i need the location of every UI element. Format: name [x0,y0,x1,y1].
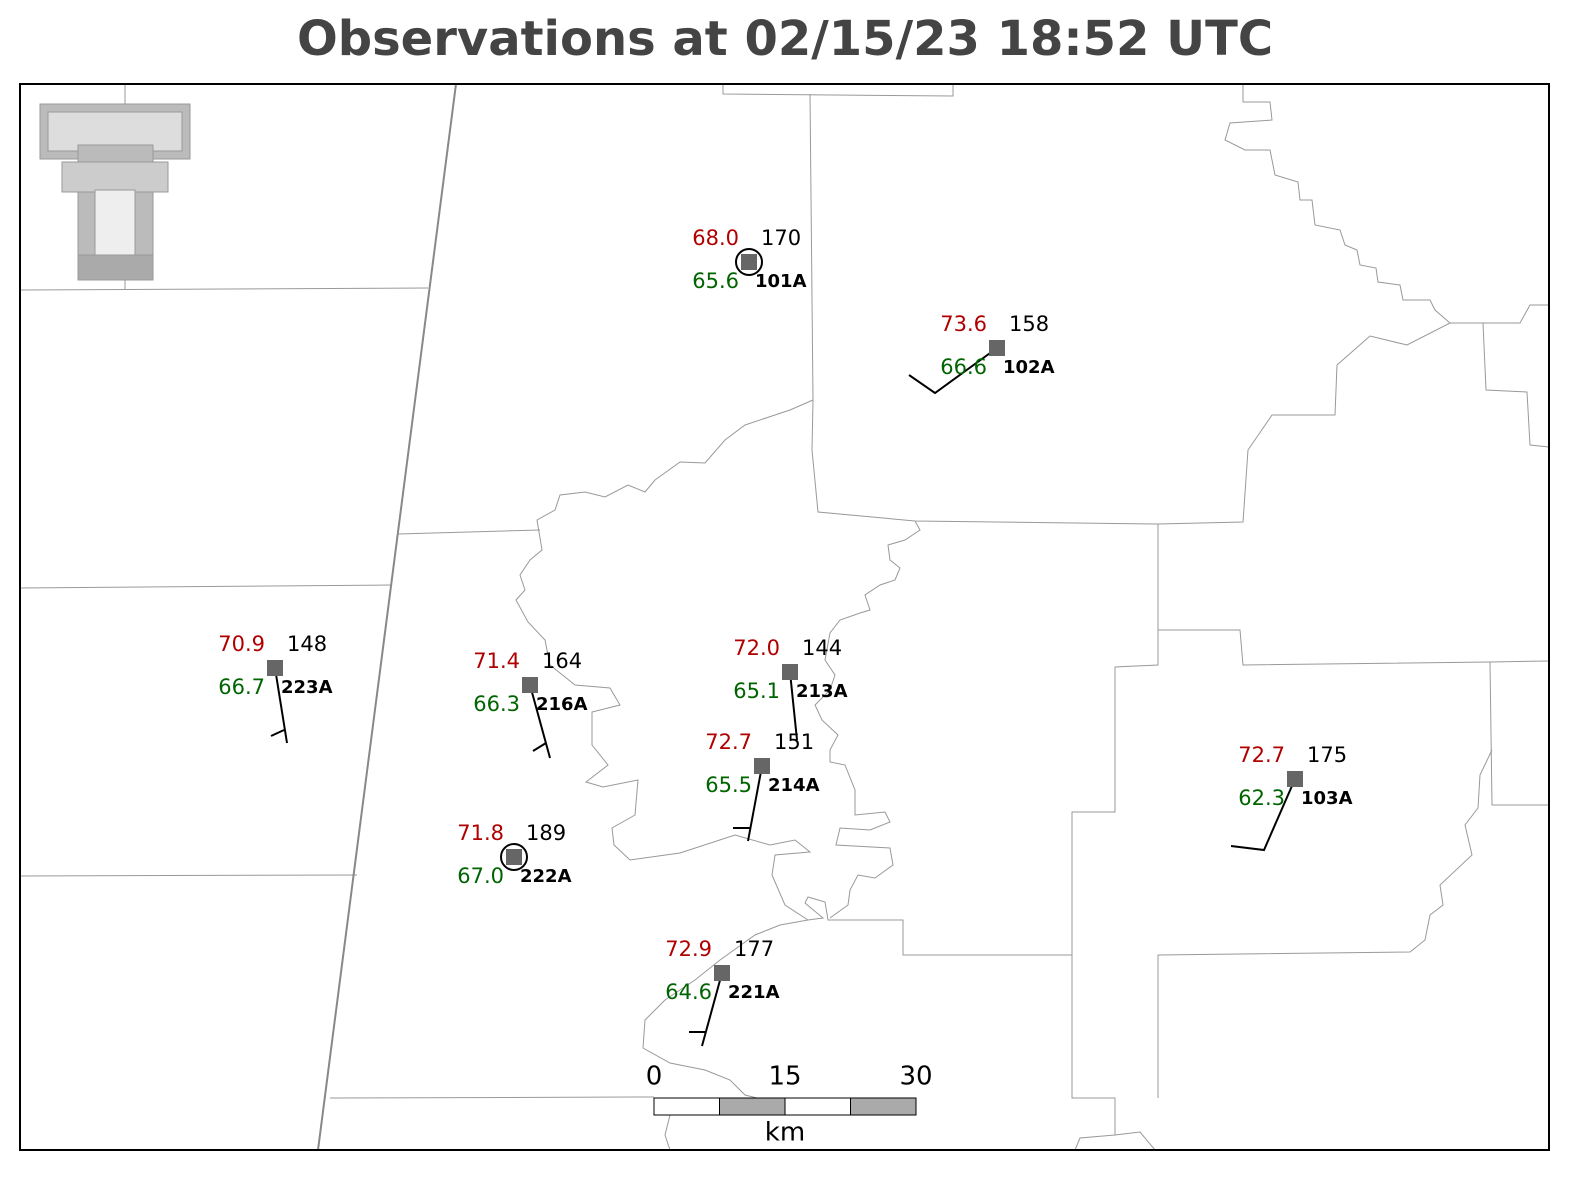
temperature: 72.7 [1238,743,1285,767]
dewpoint: 65.5 [705,773,752,797]
title: Observations at 02/15/23 18:52 UTC [297,11,1273,67]
scale-label: 0 [646,1062,663,1092]
dewpoint: 64.6 [665,980,712,1004]
scale-segment [653,1097,720,1116]
pressure: 148 [287,632,327,656]
station-marker [1287,771,1303,787]
station-marker [714,965,730,981]
wind-barb-flag [532,742,547,752]
dewpoint: 66.7 [218,675,265,699]
scale-segment [784,1097,851,1116]
temperature: 71.4 [473,649,520,673]
station-marker [522,677,538,693]
dewpoint: 66.6 [940,355,987,379]
temperature: 72.7 [705,730,752,754]
pressure: 170 [761,226,801,250]
pressure: 175 [1307,743,1347,767]
temperature: 73.6 [940,312,987,336]
station-id: 214A [768,775,820,796]
wind-barb [789,671,798,741]
station-id: 103A [1301,788,1353,809]
station-id: 213A [796,681,848,702]
logo [39,103,191,281]
wind-barb [747,765,763,842]
pressure: 144 [802,636,842,660]
pressure: 189 [526,821,566,845]
scale-segment [850,1097,917,1116]
station-marker [754,758,770,774]
dewpoint: 65.1 [733,679,780,703]
temperature: 70.9 [218,632,265,656]
wind-barb [1230,778,1296,852]
calm-circle [735,248,763,276]
station-marker [506,849,522,865]
scale-segment [719,1097,786,1116]
station-marker [989,340,1005,356]
wind-barb-flag [270,729,285,737]
pressure: 177 [734,937,774,961]
station-id: 222A [520,866,572,887]
station-marker [741,254,757,270]
temperature: 68.0 [692,226,739,250]
station-marker [267,660,283,676]
dewpoint: 67.0 [457,864,504,888]
wind-barb [529,684,551,759]
wind-barb [274,667,288,744]
station-id: 102A [1003,357,1055,378]
scale-unit: km [765,1118,805,1148]
wind-barb [701,972,723,1047]
temperature: 71.8 [457,821,504,845]
temperature: 72.0 [733,636,780,660]
map-frame [19,83,1550,1151]
station-marker [782,664,798,680]
pressure: 164 [542,649,582,673]
station-id: 101A [755,271,807,292]
wind-barb [908,347,998,395]
dewpoint: 62.3 [1238,786,1285,810]
dewpoint: 65.6 [692,269,739,293]
pressure: 158 [1009,312,1049,336]
boundaries [19,83,1550,1151]
calm-circle [500,843,528,871]
station-id: 223A [281,677,333,698]
pressure: 151 [774,730,814,754]
station-id: 216A [536,694,588,715]
temperature: 72.9 [665,937,712,961]
dewpoint: 66.3 [473,692,520,716]
station-id: 221A [728,982,780,1003]
scale-label: 30 [899,1062,932,1092]
scale-label: 15 [768,1062,801,1092]
